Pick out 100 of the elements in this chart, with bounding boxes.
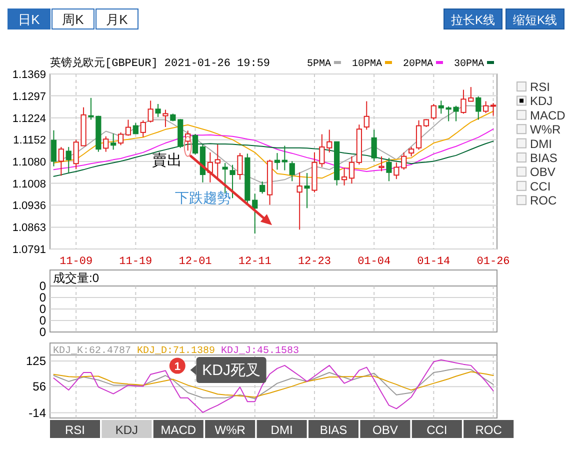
annotation: 1 — [174, 360, 180, 373]
candlestick — [348, 156, 355, 184]
candlestick — [155, 103, 161, 118]
legend-label: 10PMA — [352, 59, 382, 70]
x-tick-label: 11-19 — [119, 256, 152, 268]
candlestick — [132, 122, 138, 134]
candlestick — [192, 133, 198, 156]
text: KDJ — [115, 423, 138, 437]
series-label: KDJ_K:62.4787 — [53, 346, 132, 357]
candlestick — [58, 146, 64, 176]
text: 拉长K线 — [450, 13, 496, 27]
y-tick-label: 1.1369 — [12, 69, 46, 81]
text: DMI — [530, 136, 552, 151]
candlestick — [438, 100, 444, 114]
candlestick — [386, 157, 392, 182]
candlestick — [274, 152, 280, 170]
candlestick — [140, 120, 146, 138]
candlestick — [341, 167, 348, 186]
text: BIAS — [530, 151, 558, 165]
annotation: 下跌趨勢 — [175, 189, 232, 206]
candlestick — [430, 103, 436, 120]
candlestick — [110, 133, 116, 150]
y-tick-label: 1.1224 — [12, 112, 46, 125]
text: W%R — [214, 423, 246, 437]
text: 0 — [39, 302, 46, 316]
y-tick-label: 1.1080 — [12, 156, 46, 168]
text: KDJ — [530, 94, 553, 108]
candlestick — [103, 136, 109, 152]
candlestick — [50, 130, 57, 167]
annotation: KDJ死叉 — [202, 362, 260, 379]
x-tick-label: 01-04 — [358, 256, 391, 268]
text: CCI — [426, 423, 448, 437]
y-tick-label: 1.1008 — [12, 178, 46, 190]
y-tick-label: 56 — [32, 380, 46, 394]
text: RSI — [64, 423, 86, 437]
candlestick — [304, 172, 310, 209]
text: OBV — [530, 165, 556, 180]
candlestick — [296, 172, 302, 230]
candlestick — [252, 193, 258, 234]
candlestick — [118, 132, 124, 146]
text: MACD — [530, 108, 566, 122]
candlestick — [282, 145, 288, 171]
candlestick — [416, 120, 422, 150]
text: 月K — [106, 12, 128, 27]
text: 缩短K线 — [512, 13, 558, 27]
text: MACD — [160, 423, 196, 437]
y-tick-label: 1.1297 — [12, 90, 46, 103]
text: DMI — [270, 423, 293, 437]
y-tick-label: 1.0863 — [12, 222, 46, 234]
text: 日K — [18, 12, 40, 27]
text: CCI — [530, 179, 551, 194]
line-series — [53, 359, 494, 413]
candlestick — [66, 146, 72, 173]
text: 周K — [62, 12, 84, 27]
y-tick-label: 1.0791 — [12, 244, 46, 256]
text: KDJ_D:71.1389 — [137, 346, 216, 357]
legend-label: 30PMA — [454, 59, 484, 70]
candlestick — [260, 180, 266, 194]
candlestick — [371, 129, 377, 162]
text: 0 — [39, 325, 46, 339]
candlestick — [476, 96, 482, 120]
candlestick — [230, 164, 236, 199]
legend-label: 5PMA — [306, 59, 331, 70]
candlestick — [401, 152, 407, 170]
x-tick-label: 12-01 — [178, 256, 212, 268]
text: 0 — [39, 279, 46, 293]
y-tick-label: 125 — [26, 354, 46, 368]
chart-title: 英镑兑欧元[GBPEUR] 2021-01-26 19:59 — [50, 56, 270, 70]
candlestick — [125, 119, 132, 136]
candlestick — [394, 162, 400, 180]
x-tick-label: 12-11 — [238, 256, 272, 268]
x-tick-label: 01-14 — [417, 256, 451, 268]
text: 成交量:0 — [53, 271, 100, 285]
candlestick — [162, 109, 168, 128]
text: 0 — [39, 314, 46, 328]
candlestick — [326, 129, 332, 153]
candlestick — [378, 156, 384, 172]
x-tick-label: 12-23 — [298, 256, 331, 268]
x-tick-label: 11-09 — [60, 256, 93, 268]
text: W%R — [530, 122, 561, 137]
text: BIAS — [320, 423, 348, 437]
series-label: KDJ_J:45.1583 — [221, 346, 300, 357]
annotation: 賣出 — [152, 152, 182, 170]
x-tick-label: 01-26 — [476, 256, 510, 268]
y-tick-label: 1.1152 — [13, 134, 46, 147]
candlestick — [237, 152, 243, 180]
text: ROC — [530, 194, 557, 208]
legend-label: 20PMA — [402, 59, 433, 70]
candlestick — [214, 144, 220, 180]
text: 0 — [39, 290, 46, 304]
y-tick-label: 1.0936 — [12, 200, 46, 212]
candlestick — [148, 100, 154, 123]
candlestick — [408, 146, 414, 157]
candlestick — [364, 100, 370, 130]
candlestick — [483, 100, 489, 114]
text: ROC — [475, 423, 502, 437]
text: OBV — [372, 423, 398, 437]
text: RSI — [530, 80, 550, 94]
y-tick-label: -14 — [28, 406, 46, 420]
candlestick — [289, 160, 295, 182]
